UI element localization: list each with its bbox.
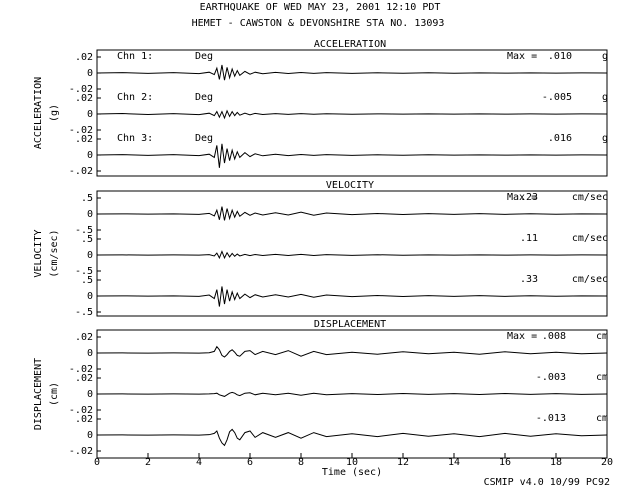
channel-name: Chn 2: [117, 92, 153, 103]
channel-name: Chn 3: [117, 133, 153, 144]
peak-unit: cm/sec [572, 233, 608, 244]
y-tick-label: .5 [81, 234, 93, 245]
x-tick-label: 4 [196, 457, 202, 468]
peak-label: .33 [520, 274, 538, 285]
x-tick-label: 20 [601, 457, 613, 468]
peak-unit: cm [596, 331, 608, 342]
peak-unit: cm/sec [572, 274, 608, 285]
y-tick-label: 0 [87, 348, 93, 359]
peak-unit: g [602, 133, 608, 144]
x-tick-label: 18 [550, 457, 562, 468]
y-tick-label: -.02 [69, 364, 93, 375]
peak-label: .23 [520, 192, 538, 203]
y-tick-label: 0 [87, 150, 93, 161]
x-tick-label: 12 [397, 457, 409, 468]
y-tick-label: -.5 [75, 266, 93, 277]
peak-prefix: Max = [507, 51, 537, 62]
y-tick-label: -.02 [69, 405, 93, 416]
y-tick-label: .02 [75, 93, 93, 104]
y-tick-label: .5 [81, 275, 93, 286]
y-axis-unit: (g) [49, 104, 60, 122]
x-tick-label: 16 [499, 457, 511, 468]
trace [96, 286, 608, 307]
y-tick-label: -.02 [69, 84, 93, 95]
peak-label: .010 [548, 51, 572, 62]
channel-orientation: Deg [195, 133, 213, 144]
y-tick-label: .02 [75, 332, 93, 343]
y-tick-label: .02 [75, 414, 93, 425]
y-tick-label: -.02 [69, 166, 93, 177]
channel-name: Chn 1: [117, 51, 153, 62]
x-axis-label: Time (sec) [322, 467, 382, 478]
panel-title: ACCELERATION [314, 39, 386, 50]
panel-frame [96, 49, 608, 177]
peak-unit: g [602, 51, 608, 62]
y-tick-label: -.5 [75, 225, 93, 236]
peak-label: .11 [520, 233, 538, 244]
x-tick-label: 0 [94, 457, 100, 468]
channel-orientation: Deg [195, 92, 213, 103]
x-tick-label: 6 [247, 457, 253, 468]
peak-prefix: Max = [507, 331, 537, 342]
y-axis-unit: (cm/sec) [49, 229, 60, 277]
peak-label: .008 [542, 331, 566, 342]
trace [96, 345, 608, 358]
peak-label: .016 [548, 133, 572, 144]
trace [96, 250, 608, 260]
trace [96, 64, 608, 81]
peak-unit: g [602, 92, 608, 103]
chart-title: EARTHQUAKE OF WED MAY 23, 2001 12:10 PDT [200, 2, 441, 13]
trace [96, 143, 608, 168]
x-tick-label: 14 [448, 457, 460, 468]
chart-subtitle: HEMET - CAWSTON & DEVONSHIRE STA NO. 130… [192, 18, 445, 29]
x-tick-label: 10 [346, 457, 358, 468]
y-tick-label: 0 [87, 209, 93, 220]
peak-label: -.013 [536, 413, 566, 424]
panel-title: VELOCITY [326, 180, 374, 191]
y-tick-label: 0 [87, 291, 93, 302]
panel-title: DISPLACEMENT [314, 319, 386, 330]
y-tick-label: .02 [75, 134, 93, 145]
peak-unit: cm [596, 413, 608, 424]
trace [96, 428, 608, 447]
y-tick-label: 0 [87, 109, 93, 120]
trace [96, 206, 608, 221]
panel-frame [96, 190, 608, 317]
peak-prefix: Max = [507, 192, 537, 203]
x-tick-label: 8 [298, 457, 304, 468]
peak-unit: cm [596, 372, 608, 383]
y-tick-label: .02 [75, 373, 93, 384]
trace [96, 109, 608, 120]
y-tick-label: 0 [87, 430, 93, 441]
y-tick-label: 0 [87, 389, 93, 400]
y-tick-label: .02 [75, 52, 93, 63]
y-tick-label: -.02 [69, 446, 93, 457]
y-tick-label: 0 [87, 68, 93, 79]
y-axis-unit: (cm) [49, 382, 60, 406]
y-tick-label: .5 [81, 193, 93, 204]
peak-unit: cm/sec [572, 192, 608, 203]
trace [96, 391, 608, 397]
y-axis-label: VELOCITY [33, 229, 44, 277]
y-tick-label: -.02 [69, 125, 93, 136]
x-tick-label: 2 [145, 457, 151, 468]
y-axis-label: DISPLACEMENT [33, 358, 44, 430]
channel-orientation: Deg [195, 51, 213, 62]
y-tick-label: -.5 [75, 307, 93, 318]
peak-label: -.005 [542, 92, 572, 103]
peak-label: -.003 [536, 372, 566, 383]
y-tick-label: 0 [87, 250, 93, 261]
footer: CSMIP v4.0 10/99 PC92 [484, 477, 610, 488]
y-axis-label: ACCELERATION [33, 77, 44, 149]
